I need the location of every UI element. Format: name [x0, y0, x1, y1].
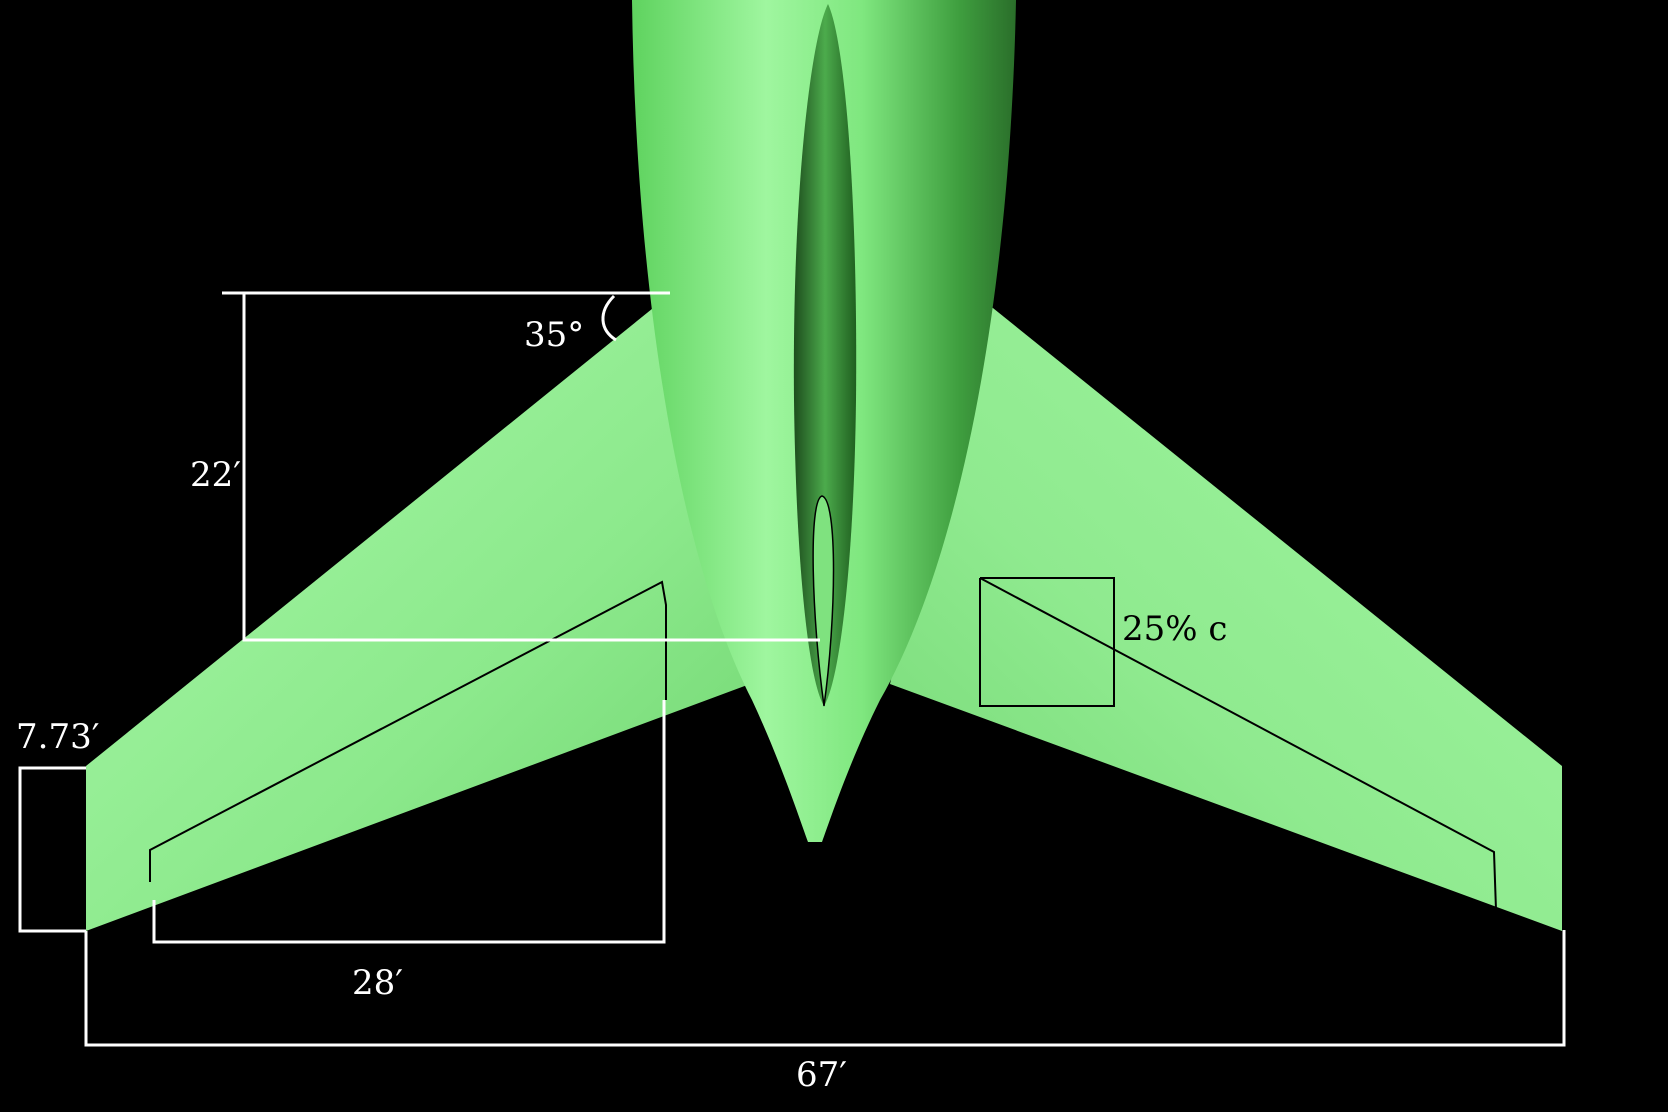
- left-wing: [86, 296, 750, 931]
- tip-chord-label: 7.73′: [16, 717, 99, 757]
- canopy-ridge: [793, 4, 857, 706]
- control-surfaces: [149, 577, 1497, 911]
- dimension-lines: [18, 291, 1566, 1047]
- root-length-line: [242, 293, 820, 642]
- inner-oval: [812, 495, 835, 707]
- chord-box: [979, 577, 1115, 707]
- sweep-angle-label: 35°: [524, 315, 584, 355]
- aileron-span-bracket: [152, 700, 666, 944]
- aircraft-model: [86, 0, 1562, 931]
- tip-chord-box: [18, 766, 86, 933]
- total-span-label: 67′: [796, 1055, 847, 1095]
- dimension-labels: 35° 22′ 7.73′ 28′ 25% c 67′: [16, 315, 1227, 1095]
- left-aileron-outline: [149, 580, 667, 882]
- right-wing: [890, 296, 1562, 931]
- chord-fraction-label: 25% c: [1122, 609, 1227, 649]
- total-span-bracket: [84, 930, 1566, 1047]
- sweep-angle-arc: [601, 294, 617, 342]
- root-length-label: 22′: [190, 455, 241, 495]
- aileron-span-label: 28′: [352, 963, 403, 1003]
- right-aileron-outline: [979, 577, 1497, 911]
